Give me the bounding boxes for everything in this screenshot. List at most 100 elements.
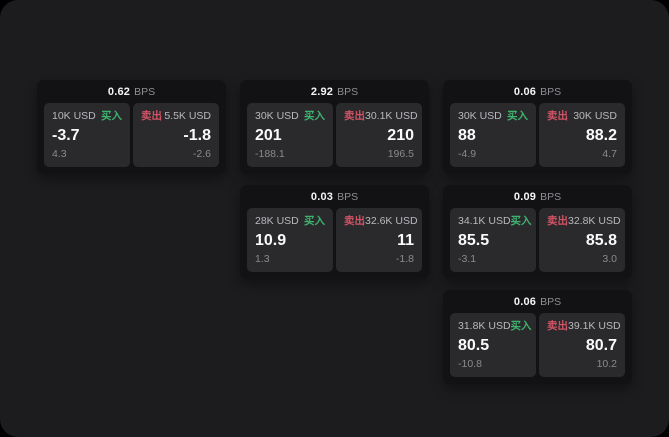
sell-amount: 32.8K USD bbox=[568, 215, 621, 227]
sell-price: 85.8 bbox=[585, 232, 617, 249]
buy-price: 10.9 bbox=[255, 232, 287, 249]
sell-panel-top: 卖出 39.1K USD bbox=[547, 320, 621, 333]
buy-price: -3.7 bbox=[52, 127, 80, 144]
sell-price: -1.8 bbox=[183, 127, 211, 144]
sell-panel[interactable]: 卖出 30.1K USD 210 196.5 bbox=[336, 103, 422, 167]
sell-amount: 30.1K USD bbox=[365, 110, 418, 122]
buy-panel-top: 31.8K USD 买入 bbox=[458, 320, 532, 333]
sell-price: 88.2 bbox=[585, 127, 617, 144]
sell-price: 80.7 bbox=[585, 337, 617, 354]
panels-row: 28K USD 买入 10.9 1.3 卖出 32.6K USD 11 -1.8 bbox=[240, 208, 429, 279]
panels-row: 34.1K USD 买入 85.5 -3.1 卖出 32.8K USD 85.8… bbox=[443, 208, 632, 279]
quote-card: 0.06 BPS 31.8K USD 买入 80.5 -10.8 卖出 39.1… bbox=[443, 290, 632, 384]
sell-panel[interactable]: 卖出 5.5K USD -1.8 -2.6 bbox=[133, 103, 219, 167]
sell-panel-top: 卖出 30K USD bbox=[547, 110, 617, 123]
buy-side-label: 买入 bbox=[510, 320, 532, 332]
sell-change: -1.8 bbox=[395, 253, 414, 265]
bps-unit-label: BPS bbox=[540, 85, 562, 98]
sell-price: 210 bbox=[387, 127, 414, 144]
buy-amount: 31.8K USD bbox=[458, 320, 511, 332]
buy-panel[interactable]: 28K USD 买入 10.9 1.3 bbox=[247, 208, 333, 272]
panels-row: 10K USD 买入 -3.7 4.3 卖出 5.5K USD -1.8 -2.… bbox=[37, 103, 226, 174]
sell-change: -2.6 bbox=[192, 148, 211, 160]
sell-side-label: 卖出 bbox=[344, 110, 365, 122]
buy-panel[interactable]: 31.8K USD 买入 80.5 -10.8 bbox=[450, 313, 536, 377]
buy-change: -3.1 bbox=[458, 253, 477, 265]
buy-panel-top: 30K USD 买入 bbox=[255, 110, 325, 123]
card-header: 0.06 BPS bbox=[443, 290, 632, 313]
buy-price: 201 bbox=[255, 127, 282, 144]
quote-card: 0.09 BPS 34.1K USD 买入 85.5 -3.1 卖出 32.8K… bbox=[443, 185, 632, 279]
bps-unit-label: BPS bbox=[540, 295, 562, 308]
sell-panel-top: 卖出 30.1K USD bbox=[344, 110, 418, 123]
sell-panel[interactable]: 卖出 32.6K USD 11 -1.8 bbox=[336, 208, 422, 272]
card-header: 0.62 BPS bbox=[37, 80, 226, 103]
buy-price: 80.5 bbox=[458, 337, 490, 354]
sell-panel[interactable]: 卖出 39.1K USD 80.7 10.2 bbox=[539, 313, 625, 377]
quote-card: 0.06 BPS 30K USD 买入 88 -4.9 卖出 30K USD bbox=[443, 80, 632, 174]
bps-value: 2.92 bbox=[310, 85, 334, 98]
buy-panel[interactable]: 30K USD 买入 201 -188.1 bbox=[247, 103, 333, 167]
sell-change: 10.2 bbox=[596, 358, 617, 370]
panels-row: 31.8K USD 买入 80.5 -10.8 卖出 39.1K USD 80.… bbox=[443, 313, 632, 384]
buy-change: 1.3 bbox=[255, 253, 270, 265]
buy-side-label: 买入 bbox=[101, 110, 122, 122]
sell-amount: 32.6K USD bbox=[365, 215, 418, 227]
card-header: 0.06 BPS bbox=[443, 80, 632, 103]
quote-card: 0.03 BPS 28K USD 买入 10.9 1.3 卖出 32.6K US… bbox=[240, 185, 429, 279]
buy-price: 85.5 bbox=[458, 232, 490, 249]
sell-panel[interactable]: 卖出 32.8K USD 85.8 3.0 bbox=[539, 208, 625, 272]
sell-panel[interactable]: 卖出 30K USD 88.2 4.7 bbox=[539, 103, 625, 167]
sell-panel-top: 卖出 32.8K USD bbox=[547, 215, 621, 228]
card-header: 2.92 BPS bbox=[240, 80, 429, 103]
buy-panel[interactable]: 30K USD 买入 88 -4.9 bbox=[450, 103, 536, 167]
sell-change: 4.7 bbox=[602, 148, 617, 160]
buy-panel[interactable]: 10K USD 买入 -3.7 4.3 bbox=[44, 103, 130, 167]
sell-side-label: 卖出 bbox=[141, 110, 162, 122]
buy-side-label: 买入 bbox=[507, 110, 528, 122]
card-header: 0.03 BPS bbox=[240, 185, 429, 208]
sell-amount: 5.5K USD bbox=[164, 110, 211, 122]
buy-price: 88 bbox=[458, 127, 476, 144]
buy-change: -10.8 bbox=[458, 358, 482, 370]
buy-change: -188.1 bbox=[255, 148, 285, 160]
buy-side-label: 买入 bbox=[304, 215, 325, 227]
buy-panel-top: 28K USD 买入 bbox=[255, 215, 325, 228]
sell-panel-top: 卖出 32.6K USD bbox=[344, 215, 418, 228]
bps-value: 0.09 bbox=[513, 190, 537, 203]
buy-side-label: 买入 bbox=[510, 215, 532, 227]
buy-panel-top: 10K USD 买入 bbox=[52, 110, 122, 123]
sell-change: 3.0 bbox=[602, 253, 617, 265]
quote-card: 2.92 BPS 30K USD 买入 201 -188.1 卖出 30.1K … bbox=[240, 80, 429, 174]
buy-panel[interactable]: 34.1K USD 买入 85.5 -3.1 bbox=[450, 208, 536, 272]
sell-side-label: 卖出 bbox=[547, 110, 568, 122]
buy-side-label: 买入 bbox=[304, 110, 325, 122]
buy-panel-top: 30K USD 买入 bbox=[458, 110, 528, 123]
quote-card: 0.62 BPS 10K USD 买入 -3.7 4.3 卖出 5.5K USD bbox=[37, 80, 226, 174]
buy-amount: 10K USD bbox=[52, 110, 96, 122]
bps-unit-label: BPS bbox=[337, 190, 359, 203]
buy-amount: 30K USD bbox=[255, 110, 299, 122]
buy-amount: 34.1K USD bbox=[458, 215, 511, 227]
sell-side-label: 卖出 bbox=[547, 215, 568, 227]
sell-panel-top: 卖出 5.5K USD bbox=[141, 110, 211, 123]
sell-change: 196.5 bbox=[387, 148, 414, 160]
buy-change: -4.9 bbox=[458, 148, 477, 160]
sell-side-label: 卖出 bbox=[344, 215, 365, 227]
sell-side-label: 卖出 bbox=[547, 320, 568, 332]
buy-amount: 28K USD bbox=[255, 215, 299, 227]
card-header: 0.09 BPS bbox=[443, 185, 632, 208]
bps-value: 0.06 bbox=[513, 295, 537, 308]
sell-amount: 39.1K USD bbox=[568, 320, 621, 332]
panels-row: 30K USD 买入 201 -188.1 卖出 30.1K USD 210 1… bbox=[240, 103, 429, 174]
panels-row: 30K USD 买入 88 -4.9 卖出 30K USD 88.2 4.7 bbox=[443, 103, 632, 174]
bps-unit-label: BPS bbox=[134, 85, 156, 98]
quote-card-grid: 0.62 BPS 10K USD 买入 -3.7 4.3 卖出 5.5K USD bbox=[37, 80, 632, 384]
bps-value: 0.62 bbox=[107, 85, 131, 98]
bps-unit-label: BPS bbox=[337, 85, 359, 98]
sell-price: 11 bbox=[397, 232, 414, 249]
buy-panel-top: 34.1K USD 买入 bbox=[458, 215, 532, 228]
buy-change: 4.3 bbox=[52, 148, 67, 160]
bps-unit-label: BPS bbox=[540, 190, 562, 203]
